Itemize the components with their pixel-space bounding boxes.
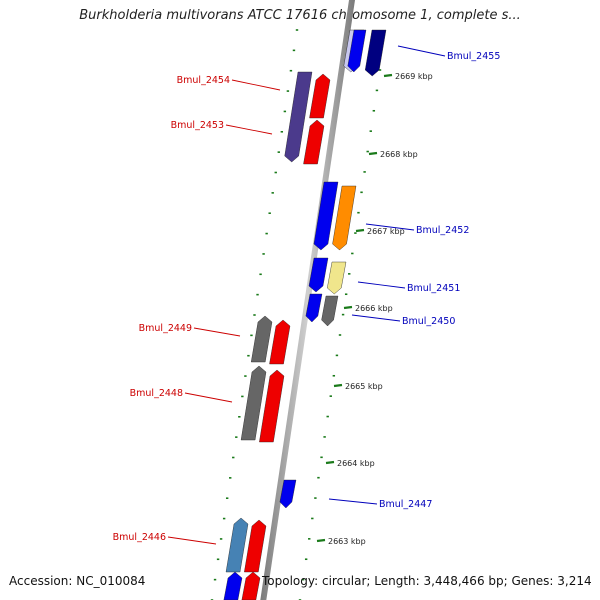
tick-mark xyxy=(383,73,393,78)
tick-mark xyxy=(325,460,335,465)
gene-label-group[interactable]: Bmul_2455 xyxy=(397,45,500,62)
gene-feature xyxy=(305,293,323,323)
scale-tick: 2666 kbp xyxy=(343,304,393,313)
gene-feature xyxy=(279,479,297,509)
gene-feature xyxy=(269,319,291,365)
gene-label-group[interactable]: Bmul_2449 xyxy=(139,323,241,337)
backbone-layer xyxy=(260,0,355,600)
gene-feature xyxy=(244,519,267,573)
leader-line xyxy=(328,498,378,505)
gene-feature xyxy=(284,71,313,163)
gene-label[interactable]: Bmul_2447 xyxy=(379,499,432,510)
gene-label[interactable]: Bmul_2455 xyxy=(447,51,500,62)
label-layer: Bmul_2455 Bmul_2454 Bmul_2453 Bmul_2452 Bmul… xyxy=(113,45,500,545)
dotted-guides xyxy=(210,29,382,600)
leader-line xyxy=(225,124,273,135)
tick-label: 2669 kbp xyxy=(395,72,433,81)
gene-layer xyxy=(223,29,387,600)
scale-tick: 2665 kbp xyxy=(333,382,383,391)
footer-stats: Topology: circular; Length: 3,448,466 bp… xyxy=(262,574,592,588)
gene-feature xyxy=(332,185,357,251)
tick-mark xyxy=(343,305,353,310)
tick-label: 2664 kbp xyxy=(337,459,375,468)
leader-line xyxy=(231,79,281,91)
footer-accession: Accession: NC_010084 xyxy=(9,574,146,588)
left-dotted-guide xyxy=(210,29,299,600)
leader-line xyxy=(357,281,406,289)
gene-label[interactable]: Bmul_2453 xyxy=(171,120,224,131)
gene-feature xyxy=(241,571,261,600)
gene-feature xyxy=(240,365,267,441)
gene-label-group[interactable]: Bmul_2453 xyxy=(171,120,273,135)
tick-label: 2667 kbp xyxy=(367,227,405,236)
page-title: Burkholderia multivorans ATCC 17616 chro… xyxy=(79,8,521,23)
gene-feature xyxy=(303,119,325,165)
tick-mark xyxy=(355,228,365,233)
gene-label[interactable]: Bmul_2454 xyxy=(177,75,230,86)
tick-label: 2666 kbp xyxy=(355,304,393,313)
gene-feature xyxy=(313,181,339,251)
scale-tick: 2667 kbp xyxy=(355,227,405,236)
gene-label[interactable]: Bmul_2448 xyxy=(130,388,183,399)
gene-label[interactable]: Bmul_2446 xyxy=(113,532,166,543)
gene-label[interactable]: Bmul_2449 xyxy=(139,323,192,334)
gene-feature xyxy=(308,257,329,293)
gene-feature xyxy=(364,29,387,77)
tick-layer: 2669 kbp 2668 kbp 2667 kbp 2666 kbp 2665 kbp… xyxy=(316,72,433,546)
scale-tick: 2668 kbp xyxy=(368,150,418,159)
tick-mark xyxy=(316,538,326,543)
gene-label[interactable]: Bmul_2450 xyxy=(402,316,455,327)
gene-label-group[interactable]: Bmul_2450 xyxy=(351,314,455,327)
tick-mark xyxy=(333,383,343,388)
gene-feature xyxy=(223,571,243,600)
tick-label: 2663 kbp xyxy=(328,537,366,546)
gene-feature xyxy=(347,29,367,73)
scale-tick: 2663 kbp xyxy=(316,537,366,546)
gene-feature xyxy=(327,261,347,295)
backbone xyxy=(260,0,355,600)
gene-feature xyxy=(309,73,331,119)
gene-label-group[interactable]: Bmul_2447 xyxy=(328,498,432,510)
gene-feature xyxy=(225,517,249,573)
gene-label-group[interactable]: Bmul_2452 xyxy=(365,223,469,236)
leader-line xyxy=(167,536,217,545)
gene-feature xyxy=(321,295,339,327)
gene-label-group[interactable]: Bmul_2446 xyxy=(113,532,217,545)
leader-line xyxy=(184,392,233,403)
tick-label: 2665 kbp xyxy=(345,382,383,391)
tick-label: 2668 kbp xyxy=(380,150,418,159)
scale-tick: 2669 kbp xyxy=(383,72,433,81)
leader-line xyxy=(193,327,241,337)
gene-feature xyxy=(250,315,273,363)
gene-label[interactable]: Bmul_2451 xyxy=(407,283,460,294)
gene-label-group[interactable]: Bmul_2448 xyxy=(130,388,233,403)
tick-mark xyxy=(368,151,378,156)
leader-line xyxy=(365,223,415,231)
gene-label-group[interactable]: Bmul_2454 xyxy=(177,75,281,91)
gene-label-group[interactable]: Bmul_2451 xyxy=(357,281,460,294)
gene-feature xyxy=(259,369,285,443)
scale-tick: 2664 kbp xyxy=(325,459,375,468)
leader-line xyxy=(397,45,446,57)
right-dotted-guide xyxy=(298,69,382,600)
leader-line xyxy=(351,314,401,322)
gene-label[interactable]: Bmul_2452 xyxy=(416,225,469,236)
